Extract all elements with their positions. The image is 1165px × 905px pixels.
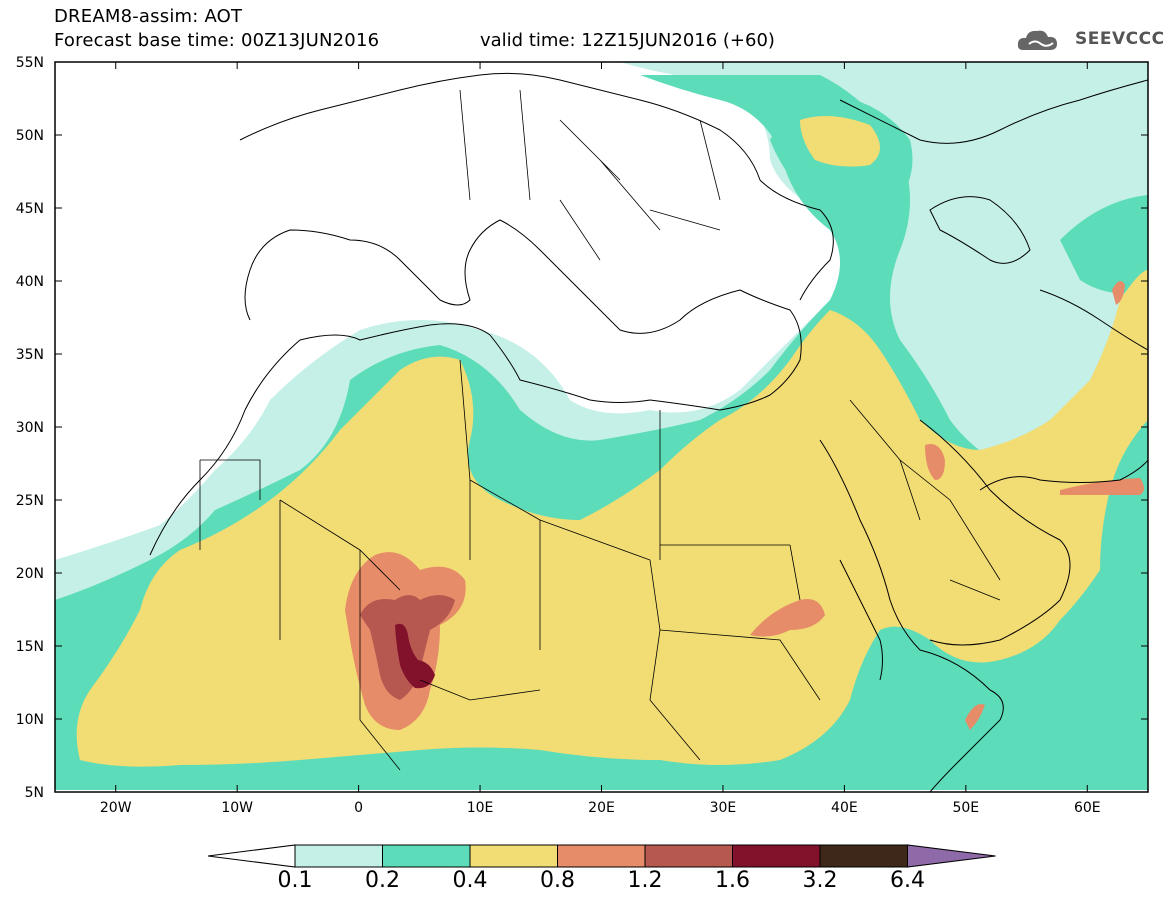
lat-label: 55N — [16, 55, 44, 71]
lat-label: 5N — [25, 785, 44, 801]
title-line-1: DREAM8-assim: AOT — [54, 6, 243, 27]
colorbar-segment — [294, 844, 383, 868]
colorbar-label: 1.2 — [627, 868, 663, 893]
lat-label: 20N — [16, 566, 44, 582]
lat-label: 35N — [16, 347, 44, 363]
aot-band-0.8-gulf — [1060, 478, 1144, 495]
colorbar-segment — [382, 844, 471, 868]
aot-band-0.8-saudi — [925, 444, 945, 480]
coastlines — [149, 72, 1148, 792]
colorbar-label: 0.2 — [365, 868, 400, 893]
latitude-labels: 55N 50N 45N 40N 35N 30N 25N 20N 15N 10N 5N — [16, 55, 44, 801]
colorbar-label: 0.8 — [540, 868, 575, 893]
colorbar-segment — [819, 844, 908, 868]
colorbar-label: 1.6 — [715, 868, 750, 893]
colorbar-label: 0.4 — [452, 868, 488, 893]
colorbar-label: 0.1 — [277, 868, 313, 893]
lon-label: 30E — [710, 800, 737, 816]
lon-label: 20E — [588, 800, 615, 816]
lat-label: 45N — [16, 201, 44, 217]
valid-time: valid time: 12Z15JUN2016 (+60) — [480, 30, 775, 51]
colorbar-segment — [644, 844, 733, 868]
cloud-logo-icon — [1017, 30, 1057, 50]
colorbar-label: 6.4 — [890, 868, 925, 893]
colorbar-segment — [732, 844, 821, 868]
colorbar — [207, 844, 996, 868]
aot-band-0.4-ukraine — [800, 116, 880, 167]
aot-field — [55, 62, 1148, 792]
lat-label: 50N — [16, 128, 44, 144]
colorbar-segment — [557, 844, 646, 868]
aot-band-0.8-somalia — [965, 704, 985, 730]
lon-label: 10E — [467, 800, 494, 816]
lon-label: 10W — [221, 800, 253, 816]
colorbar-segment — [469, 844, 558, 868]
lon-label: 40E — [831, 800, 858, 816]
lat-label: 40N — [16, 274, 44, 290]
forecast-base-time: Forecast base time: 00Z13JUN2016 — [54, 30, 380, 51]
longitude-labels: 20W 10W 0 10E 20E 30E 40E 50E 60E — [100, 800, 1101, 816]
country-borders — [199, 89, 1001, 771]
aot-band-0.8-sudan — [750, 599, 825, 637]
logo-text: SEEVCCC — [1075, 29, 1165, 49]
colorbar-min-arrow — [207, 844, 296, 868]
lat-label: 15N — [16, 639, 44, 655]
lat-label: 25N — [16, 493, 44, 509]
aot-band-0.4 — [76, 270, 1148, 767]
aot-band-1.6 — [395, 623, 435, 689]
lon-label: 60E — [1074, 800, 1101, 816]
lon-label: 20W — [100, 800, 132, 816]
colorbar-max-arrow — [907, 844, 996, 868]
lat-label: 10N — [16, 712, 44, 728]
aot-band-0.2-e — [1060, 195, 1148, 294]
aot-band-0.8-iran — [1112, 281, 1125, 305]
lon-label: 0 — [354, 800, 363, 816]
axis-ticks — [55, 61, 1148, 793]
lat-label: 30N — [16, 420, 44, 436]
lon-label: 50E — [952, 800, 979, 816]
colorbar-label: 3.2 — [802, 868, 838, 893]
